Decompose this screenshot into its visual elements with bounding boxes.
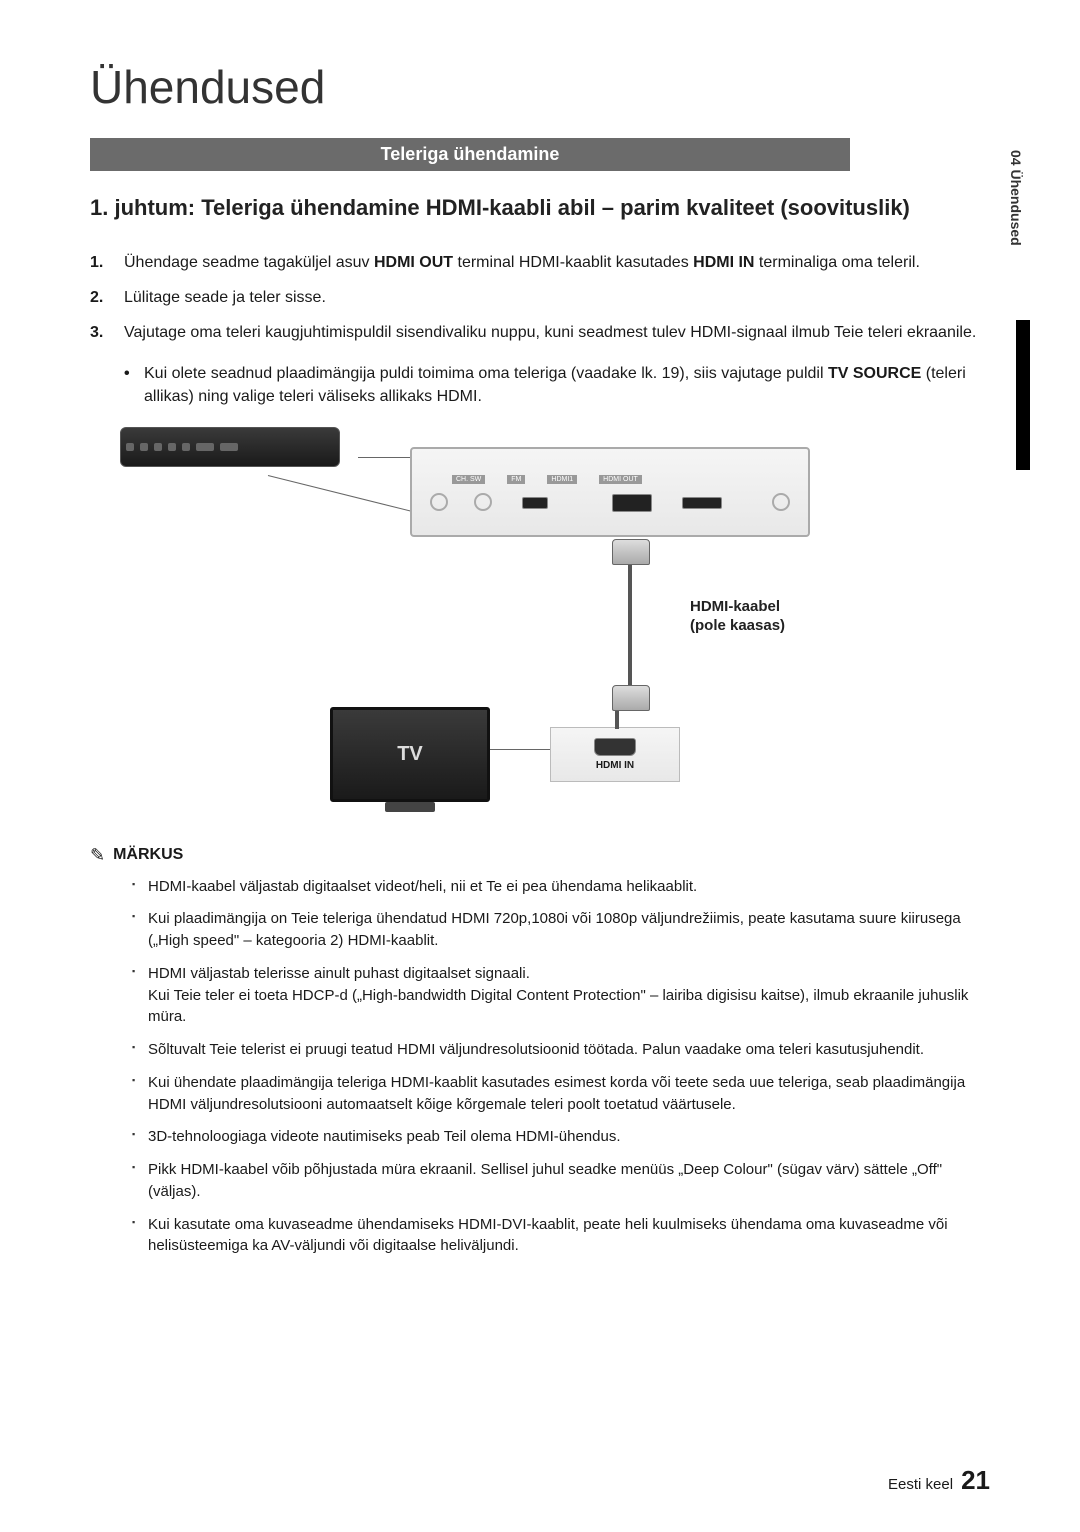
port-circle-icon [430,493,448,511]
cable-segment [615,711,619,729]
step1-text-pre: Ühendage seadme tagaküljel asuv [124,254,374,271]
step3-bullet: Kui olete seadnud plaadimängija puldi to… [90,362,990,408]
footer-page-number: 21 [961,1465,990,1496]
section-bar: Teleriga ühendamine [90,138,850,171]
side-tab: 04 Ühendused [1008,150,1024,246]
step1-text-post: terminaliga oma teleril. [754,254,919,271]
tv-stand-icon [385,802,435,812]
cable-label-line1: HDMI-kaabel [690,597,785,617]
note-item: Sõltuvalt Teie telerist ei pruugi teatud… [132,1039,990,1061]
step-2: Lülitage seade ja teler sisse. [90,286,990,309]
hdmi-plug-top-icon [612,539,650,565]
steps-list: Ühendage seadme tagaküljel asuv HDMI OUT… [90,251,990,345]
step-1: Ühendage seadme tagaküljel asuv HDMI OUT… [90,251,990,274]
note-item: Kui ühendate plaadimängija teleriga HDMI… [132,1072,990,1116]
cable-label: HDMI-kaabel (pole kaasas) [690,597,785,636]
step-3: Vajutage oma teleri kaugjuhtimispuldil s… [90,321,990,344]
chapter-title: Ühendused [90,60,990,114]
hdmi-in-port-icon [594,738,636,756]
subheading: 1. juhtum: Teleriga ühendamine HDMI-kaab… [90,193,990,223]
tv-graphic: TV [330,707,490,817]
note-title: MÄRKUS [113,846,183,864]
hdmi-in-panel: HDMI IN [550,727,680,782]
player-rear-small [120,427,340,467]
notes-list: HDMI-kaabel väljastab digitaalset videot… [90,876,990,1258]
cable-label-line2: (pole kaasas) [690,616,785,636]
note-item: 3D-tehnoloogiaga videote nautimiseks pea… [132,1126,990,1148]
port-circle-icon [772,493,790,511]
tv-text: TV [397,743,423,766]
footer-lang: Eesti keel [888,1476,953,1493]
step3-bullet-pre: Kui olete seadnud plaadimängija puldi to… [144,365,828,382]
note-header: ✎ MÄRKUS [90,845,990,866]
port-circle-icon [474,493,492,511]
note-icon: ✎ [90,845,105,866]
side-black-bar [1016,320,1030,470]
hdmi-out-port [612,494,652,512]
note-block: ✎ MÄRKUS HDMI-kaabel väljastab digitaals… [90,845,990,1258]
step3-bullet-bold: TV SOURCE [828,365,921,382]
note-item: Pikk HDMI-kaabel võib põhjustada müra ek… [132,1159,990,1203]
cable-segment [628,565,632,685]
player-ports-icon [126,439,326,455]
hdmi-in-label: HDMI IN [596,760,634,771]
connection-diagram: CH. SWFMHDMI1HDMI OUT HDMI-kaabel (pole … [120,427,840,827]
step1-bold2: HDMI IN [693,254,754,271]
note-item: HDMI-kaabel väljastab digitaalset videot… [132,876,990,898]
page-footer: Eesti keel 21 [888,1465,990,1496]
port-labels: CH. SWFMHDMI1HDMI OUT [452,475,642,484]
hdmi-plug-bottom-icon [612,685,650,711]
port-slot-icon [522,497,548,509]
player-rear-large: CH. SWFMHDMI1HDMI OUT [410,447,810,537]
port-slot-icon [682,497,722,509]
callout-line-3 [490,749,552,750]
step1-text-mid: terminal HDMI-kaablit kasutades [453,254,693,271]
step1-bold1: HDMI OUT [374,254,453,271]
note-item: HDMI väljastab telerisse ainult puhast d… [132,963,990,1028]
callout-line [358,457,412,458]
note-item: Kui kasutate oma kuvaseadme ühendamiseks… [132,1214,990,1258]
tv-screen: TV [330,707,490,802]
note-item: Kui plaadimängija on Teie teleriga ühend… [132,908,990,952]
